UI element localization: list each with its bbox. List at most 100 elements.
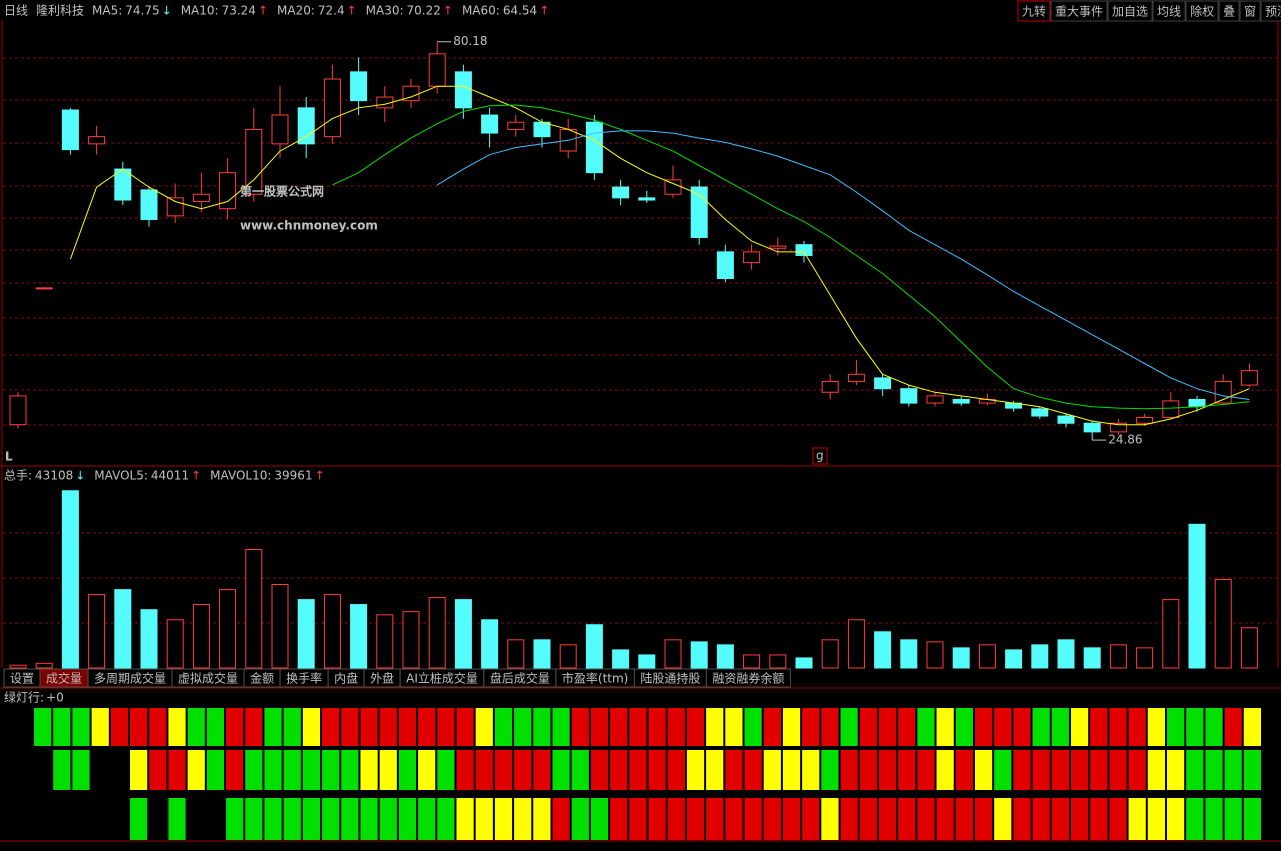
tab-label[interactable]: 盘后成交量: [490, 671, 550, 686]
candle-body: [795, 244, 813, 256]
tab[interactable]: 外盘: [363, 668, 401, 688]
toolbar-button[interactable]: 九转: [1017, 0, 1051, 22]
tab-label[interactable]: 换手率: [286, 671, 322, 686]
signal-bar: [1070, 708, 1089, 746]
price-grid: [3, 57, 1277, 624]
button-label[interactable]: 除权: [1190, 4, 1214, 19]
tab[interactable]: 金额: [243, 668, 281, 688]
signal-bar: [955, 798, 973, 840]
tab-label[interactable]: 设置: [10, 672, 34, 686]
tab-label[interactable]: AI立桩成交量: [406, 671, 478, 686]
signal-bar: [1090, 798, 1108, 840]
indicator-title: 绿灯行:: [4, 690, 44, 705]
tab-label[interactable]: 虚拟成交量: [178, 671, 238, 686]
signal-bar: [744, 750, 762, 790]
button-frame[interactable]: [1239, 0, 1261, 22]
button-label[interactable]: 重大事件: [1055, 5, 1103, 19]
candle-body: [585, 121, 603, 174]
stat-value: 74.75: [125, 4, 159, 18]
volume-bar: [454, 599, 472, 669]
signal-bar: [1070, 750, 1089, 790]
tab[interactable]: 成交量: [39, 668, 89, 688]
tab-label[interactable]: 金额: [250, 671, 274, 686]
button-frame[interactable]: [1107, 0, 1153, 22]
signal-bar: [1032, 708, 1050, 746]
tab-frame[interactable]: [705, 668, 791, 688]
button-frame[interactable]: [1017, 0, 1051, 22]
signal-bar: [1013, 750, 1031, 790]
signal-bar: [1013, 708, 1031, 746]
tab-label[interactable]: 外盘: [370, 671, 394, 686]
volume-bar: [874, 631, 892, 669]
tab-label[interactable]: 多周期成交量: [94, 671, 166, 686]
button-frame[interactable]: [1218, 0, 1240, 22]
candle-body: [114, 168, 132, 201]
signal-bar: [283, 750, 301, 790]
button-frame[interactable]: [1260, 0, 1281, 22]
tab[interactable]: 虚拟成交量: [171, 668, 245, 688]
signal-bar: [168, 708, 186, 746]
volume-bar: [376, 614, 394, 669]
button-label[interactable]: 均线: [1157, 5, 1181, 19]
signal-bar: [994, 708, 1012, 746]
candle-body: [350, 71, 368, 102]
tab[interactable]: 陆股通持股: [633, 668, 707, 688]
signal-bar: [1243, 750, 1261, 790]
volume-bar: [795, 657, 813, 669]
tab-label[interactable]: 融资融券余额: [712, 671, 784, 686]
signal-bar: [1090, 750, 1108, 790]
toolbar-button[interactable]: 叠: [1218, 0, 1240, 22]
tab[interactable]: 内盘: [327, 668, 365, 688]
stat-value: 39961: [274, 469, 312, 483]
ma-line: [332, 104, 1250, 410]
signal-bar: [360, 798, 378, 840]
signal-bar: [283, 708, 301, 746]
tab-label[interactable]: 陆股通持股: [640, 671, 700, 686]
event-box: [812, 447, 828, 465]
signal-bar: [590, 798, 609, 840]
signal-bar: [1166, 708, 1185, 746]
button-label[interactable]: 九转: [1022, 4, 1046, 19]
button-frame[interactable]: [1050, 0, 1108, 22]
tab[interactable]: 设置: [3, 668, 41, 688]
tab[interactable]: 盘后成交量: [483, 668, 557, 688]
toolbar-button[interactable]: 除权: [1185, 0, 1219, 22]
button-label[interactable]: 预测: [1265, 5, 1281, 19]
candle-body: [638, 197, 656, 201]
signal-bar: [1032, 750, 1050, 790]
toolbar-button[interactable]: 预测: [1260, 0, 1281, 22]
signal-bar: [187, 708, 205, 746]
button-label[interactable]: 窗: [1244, 5, 1256, 19]
signal-bar: [264, 798, 282, 840]
tab-label[interactable]: 市盈率(ttm): [562, 671, 628, 686]
button-frame[interactable]: [1185, 0, 1219, 22]
signal-bar: [1205, 708, 1223, 746]
tab-label[interactable]: 内盘: [334, 671, 358, 686]
toolbar-button[interactable]: 加自选: [1107, 0, 1153, 22]
toolbar-button[interactable]: 窗: [1239, 0, 1261, 22]
stat-value: 70.22: [407, 4, 441, 18]
button-label[interactable]: 叠: [1223, 5, 1235, 19]
tab[interactable]: 多周期成交量: [87, 668, 173, 688]
tab[interactable]: 换手率: [279, 668, 329, 688]
candle-body: [664, 179, 682, 195]
volume-bar: [192, 604, 210, 669]
toolbar-button[interactable]: 重大事件: [1050, 0, 1108, 22]
signal-bar: [552, 708, 570, 746]
volume-bar: [245, 549, 263, 669]
signal-bar: [302, 798, 321, 840]
tab-label[interactable]: 成交量: [46, 671, 82, 686]
signal-bar: [1032, 798, 1050, 840]
signal-bar: [283, 798, 301, 840]
tab[interactable]: 融资融券余额: [705, 668, 791, 688]
event-mark: g: [816, 449, 824, 463]
signal-bar: [1051, 750, 1069, 790]
tab[interactable]: AI立桩成交量: [399, 668, 485, 688]
signal-bar: [763, 708, 781, 746]
signal-bar: [994, 798, 1012, 840]
toolbar-button[interactable]: 均线: [1152, 0, 1186, 22]
button-frame[interactable]: [1152, 0, 1186, 22]
tab[interactable]: 市盈率(ttm): [555, 668, 635, 688]
button-label[interactable]: 加自选: [1112, 5, 1148, 19]
